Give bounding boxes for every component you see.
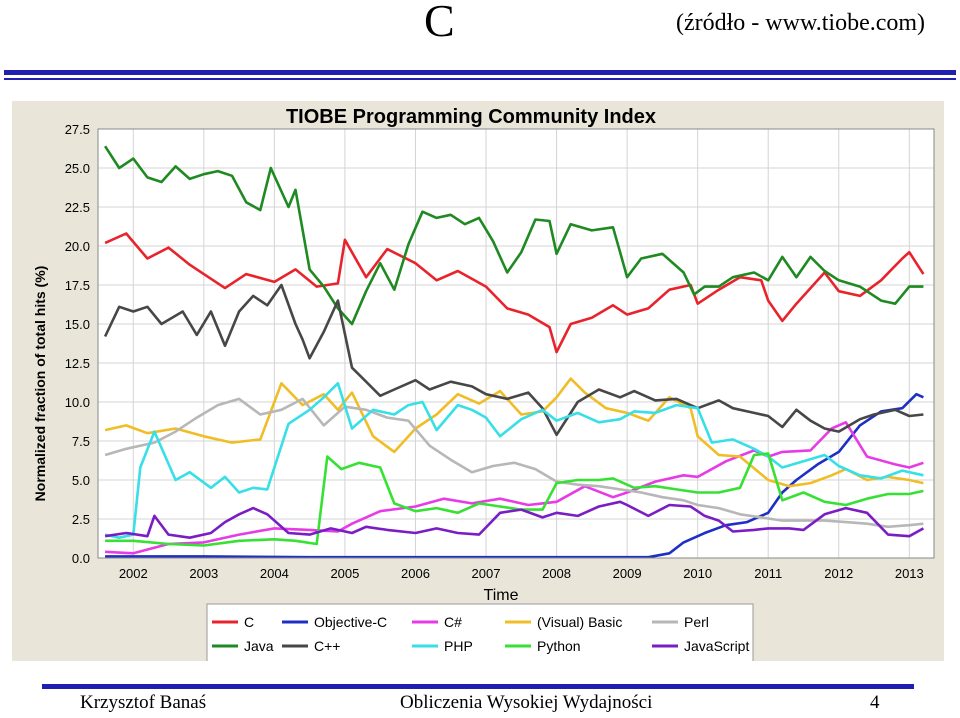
y-tick-label: 20.0	[65, 239, 90, 254]
chart-panel: 0.0 2.5 5.0 7.5 10.0 12.5 15.0 17.5 20.0 22.5 25.0…	[12, 101, 944, 661]
y-tick-label: 0.0	[72, 551, 90, 566]
x-tick-label: 2012	[824, 566, 853, 581]
slide-title: C	[424, 0, 455, 46]
chart-svg: 0.0 2.5 5.0 7.5 10.0 12.5 15.0 17.5 20.0 22.5 25.0…	[32, 106, 935, 661]
x-tick-label: 2008	[542, 566, 571, 581]
x-tick-label: 2003	[189, 566, 218, 581]
y-tick-label: 25.0	[65, 161, 90, 176]
footer-course: Obliczenia Wysokiej Wydajności	[400, 692, 653, 713]
legend-label: C	[244, 614, 254, 630]
x-tick-label: 2004	[260, 566, 289, 581]
legend-box	[206, 603, 754, 661]
legend-label: Python	[537, 638, 581, 654]
legend-label: Objective-C	[314, 614, 387, 630]
x-tick-label: 2011	[754, 566, 782, 581]
x-tick-label: 2010	[683, 566, 712, 581]
legend-label: (Visual) Basic	[537, 614, 622, 630]
x-tick-label: 2005	[330, 566, 359, 581]
y-axis-label: Normalized fraction of total hits (%)	[32, 266, 48, 502]
tiobe-chart: 0.0 2.5 5.0 7.5 10.0 12.5 15.0 17.5 20.0 22.5 25.0…	[12, 101, 944, 661]
x-tick-label: 2013	[895, 566, 924, 581]
series-line-java	[104, 145, 924, 326]
series-line-c	[103, 283, 924, 437]
series-line-python	[105, 452, 924, 547]
series-line-c	[104, 232, 925, 354]
bottom-divider	[42, 684, 914, 689]
series-line-objective-c	[105, 392, 924, 559]
x-axis-label: Time	[484, 587, 519, 604]
footer-author: Krzysztof Banaś	[80, 692, 207, 713]
legend-label: JavaScript	[684, 638, 749, 654]
series-line-perl	[104, 397, 924, 529]
top-divider	[4, 70, 956, 75]
x-tick-label: 2002	[119, 566, 148, 581]
legend-label: C++	[314, 638, 340, 654]
chart-title: TIOBE Programming Community Index	[286, 106, 656, 128]
y-tick-label: 17.5	[65, 278, 90, 293]
x-tick-label: 2006	[401, 566, 430, 581]
x-tick-label: 2007	[472, 566, 501, 581]
y-tick-label: 7.5	[72, 434, 90, 449]
legend-label: Java	[244, 638, 274, 654]
top-divider-thin	[4, 78, 956, 80]
y-tick-label: 5.0	[72, 473, 90, 488]
legend-label: C#	[444, 614, 462, 630]
y-tick-label: 15.0	[65, 317, 90, 332]
legend-label: Perl	[684, 614, 709, 630]
y-tick-label: 12.5	[65, 356, 90, 371]
y-tick-label: 27.5	[65, 122, 90, 137]
plot-frame	[97, 128, 935, 559]
series-line-javascript	[104, 500, 925, 539]
footer-page-number: 4	[870, 692, 880, 713]
y-tick-label: 10.0	[65, 395, 90, 410]
y-tick-label: 2.5	[72, 512, 90, 527]
legend-label: PHP	[444, 638, 473, 654]
source-note: (źródło - www.tiobe.com)	[676, 10, 926, 36]
y-tick-label: 22.5	[65, 200, 90, 215]
x-tick-label: 2009	[613, 566, 642, 581]
